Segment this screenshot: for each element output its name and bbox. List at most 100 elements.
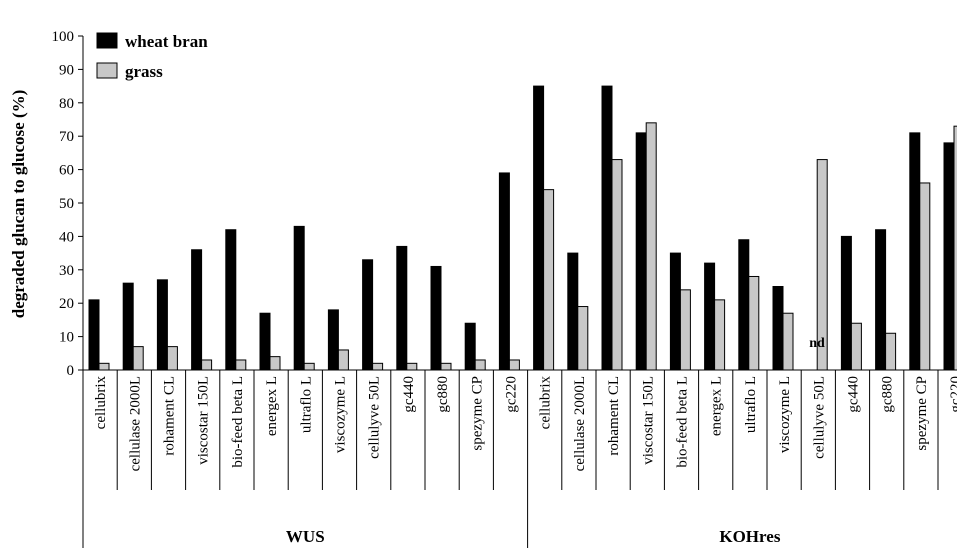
category-label: cellulyve 50L xyxy=(811,376,827,459)
bar-grass xyxy=(543,189,555,371)
bar-grass xyxy=(508,359,520,371)
category-label: bio-feed beta L xyxy=(230,376,246,468)
category-label: ultraflo L xyxy=(298,376,314,433)
y-tick-label: 20 xyxy=(59,296,74,312)
bar-grass xyxy=(645,122,657,371)
bar-wheat-bran xyxy=(156,279,168,371)
bar-grass xyxy=(303,362,315,371)
category-label: rohament CL xyxy=(606,376,622,456)
category-label: cellubrix xyxy=(538,376,554,430)
bar-wheat-bran xyxy=(875,229,887,371)
y-tick-label: 30 xyxy=(59,263,74,279)
category-label: spezyme CP xyxy=(914,376,930,451)
legend-swatch-grass xyxy=(96,62,118,79)
category-label: viscozyme L xyxy=(333,376,349,453)
y-tick-label: 60 xyxy=(59,163,74,179)
bar-grass xyxy=(98,362,110,371)
bar-wheat-bran xyxy=(362,259,374,371)
y-tick-label: 80 xyxy=(59,96,74,112)
bar-wheat-bran xyxy=(259,312,271,371)
legend-label-grass: grass xyxy=(125,62,163,81)
bar-wheat-bran xyxy=(704,262,716,371)
category-label: cellubrix xyxy=(93,376,109,430)
category-label: bio-feed beta L xyxy=(675,376,691,468)
bar-grass xyxy=(372,362,384,371)
category-label: gc880 xyxy=(880,376,896,413)
category-label: ultraflo L xyxy=(743,376,759,433)
y-axis-label: degraded glucan to glucose (%) xyxy=(9,90,28,319)
bar-wheat-bran xyxy=(909,132,921,371)
bar-grass xyxy=(269,356,281,371)
bar-wheat-bran xyxy=(840,235,852,371)
bar-wheat-bran xyxy=(430,265,442,371)
bar-grass xyxy=(816,159,828,371)
bar-wheat-bran xyxy=(191,249,203,371)
bar-wheat-bran xyxy=(738,239,750,371)
y-tick-label: 10 xyxy=(59,330,74,346)
bar-wheat-bran xyxy=(88,299,100,371)
category-label: gc220 xyxy=(504,376,520,413)
y-tick-label: 90 xyxy=(59,62,74,78)
bar-wheat-bran xyxy=(772,286,784,371)
bar-wheat-bran xyxy=(635,132,647,371)
category-label: cellulase 2000L xyxy=(127,376,143,471)
bar-grass xyxy=(748,275,760,371)
category-label: viscostar 150L xyxy=(196,376,212,465)
bar-grass xyxy=(679,289,691,371)
category-label: energex L xyxy=(709,376,725,436)
category-label: viscostar 150L xyxy=(640,376,656,465)
bar-wheat-bran xyxy=(396,245,408,371)
annotation-label: nd xyxy=(809,336,825,351)
category-label: energex L xyxy=(264,376,280,436)
bar-wheat-bran xyxy=(225,229,237,371)
bar-wheat-bran xyxy=(567,252,579,371)
category-label: spezyme CP xyxy=(469,376,485,451)
category-label: gc220 xyxy=(948,376,957,413)
bar-grass xyxy=(611,159,623,371)
bar-wheat-bran xyxy=(293,225,305,371)
y-tick-label: 40 xyxy=(59,229,74,245)
y-tick-label: 70 xyxy=(59,129,74,145)
bar-grass xyxy=(474,359,486,371)
category-label: rohament CL xyxy=(162,376,178,456)
group-label: WUS xyxy=(286,527,325,546)
bar-wheat-bran xyxy=(533,85,545,371)
bar-grass xyxy=(782,312,794,371)
group-label: KOHres xyxy=(719,527,780,546)
bar-grass xyxy=(919,182,931,371)
bar-grass xyxy=(850,322,862,371)
category-label: viscozyme L xyxy=(777,376,793,453)
bar-grass xyxy=(440,362,452,371)
bar-grass xyxy=(337,349,349,371)
category-label: cellulyve 50L xyxy=(367,376,383,459)
bar-grass xyxy=(577,306,589,371)
legend: wheat bran grass xyxy=(96,32,208,81)
legend-swatch-wheat-bran xyxy=(96,32,118,49)
y-tick-label: 0 xyxy=(67,363,75,379)
bar-wheat-bran xyxy=(669,252,681,371)
bar-grass xyxy=(132,346,144,371)
bar-grass xyxy=(953,125,957,371)
bar-grass xyxy=(235,359,247,371)
category-label: gc880 xyxy=(435,376,451,413)
bar-wheat-bran xyxy=(122,282,134,371)
y-tick-label: 50 xyxy=(59,196,74,212)
bar-grass xyxy=(714,299,726,371)
legend-label-wheat-bran: wheat bran xyxy=(125,32,208,51)
bars xyxy=(88,85,957,371)
y-tick-label: 100 xyxy=(52,29,75,45)
bar-grass xyxy=(406,362,418,371)
bar-wheat-bran xyxy=(943,142,955,371)
bar-wheat-bran xyxy=(464,322,476,371)
category-label: gc440 xyxy=(846,376,862,413)
bar-grass xyxy=(201,359,213,371)
bar-wheat-bran xyxy=(498,172,510,371)
category-label: cellulase 2000L xyxy=(572,376,588,471)
bar-grass xyxy=(166,346,178,371)
category-label: gc440 xyxy=(401,376,417,413)
y-axis-ticks: 0 10 20 30 40 50 60 70 80 90 100 xyxy=(52,29,83,379)
category-labels: cellubrix cellulase 2000L rohament CL visco… xyxy=(93,376,957,472)
bar-wheat-bran xyxy=(601,85,613,371)
bar-wheat-bran xyxy=(327,309,339,371)
